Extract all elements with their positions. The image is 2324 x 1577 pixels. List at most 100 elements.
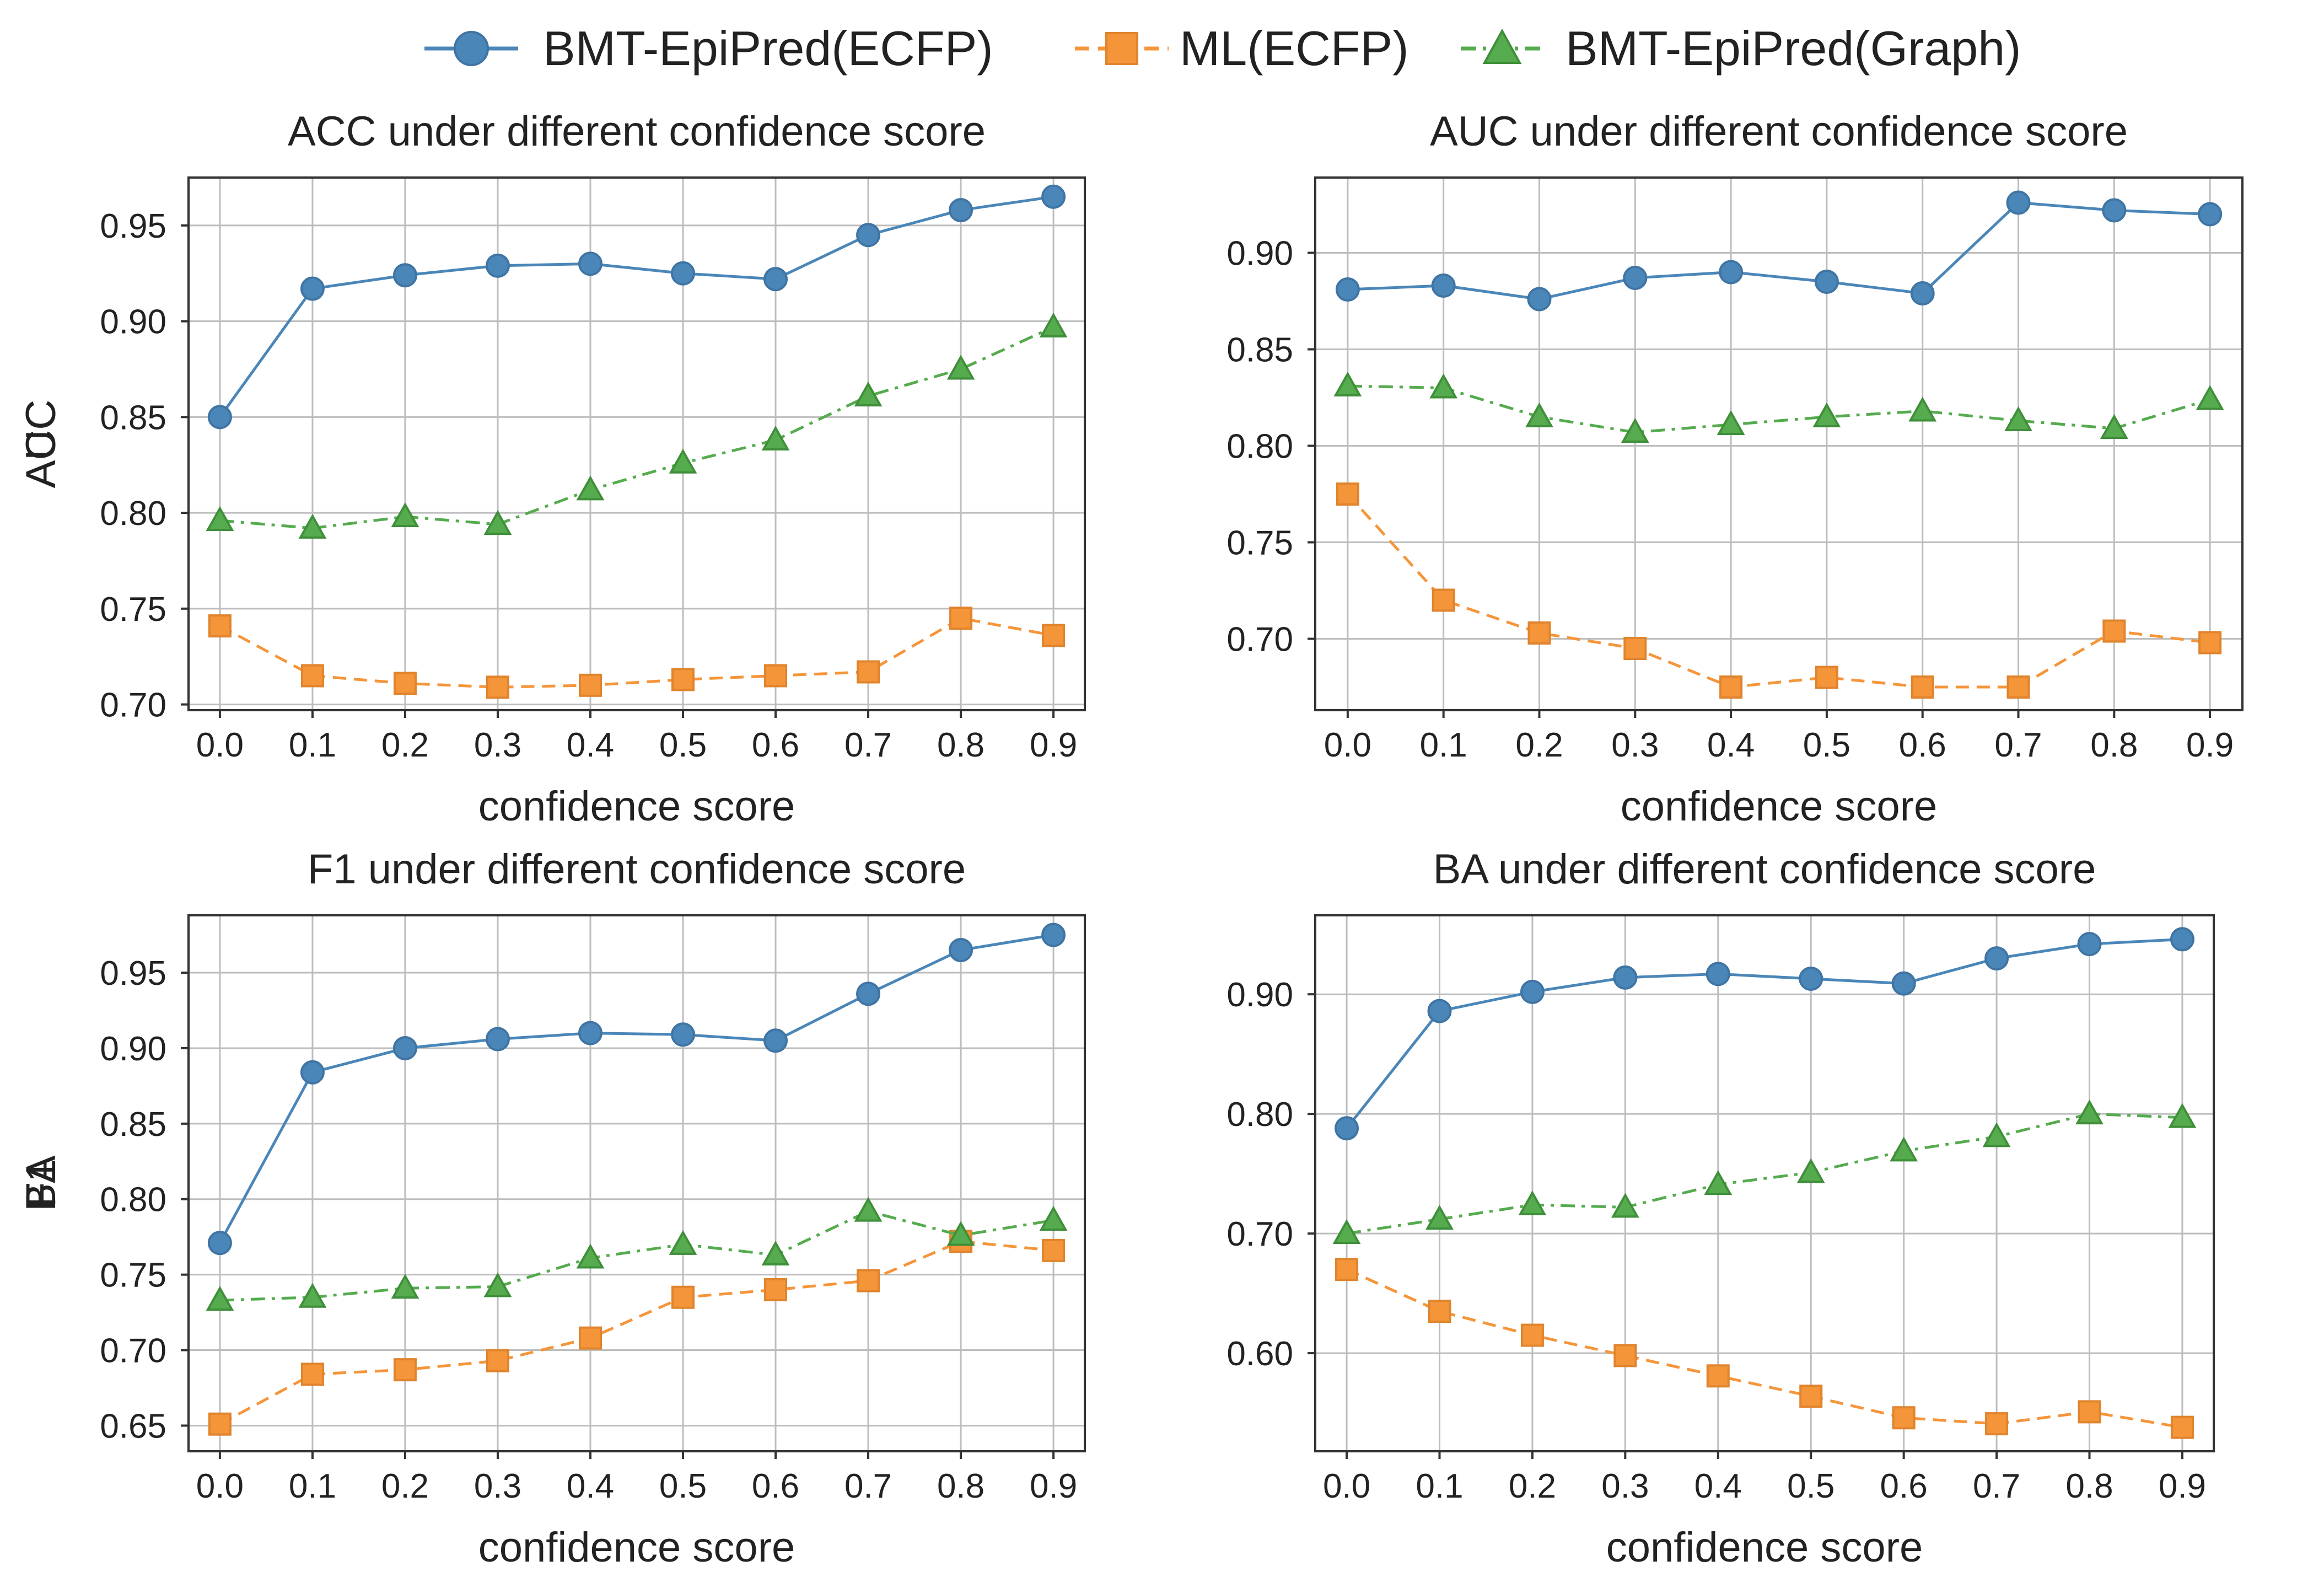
f1-y-tick-label: 0.75 [100,1257,166,1295]
acc-point-ml-ecfp [1042,624,1066,647]
ba-point-bmt-epipred-graph [1425,1205,1454,1230]
acc-point-ml-ecfp [857,660,880,684]
f1-y-tick-label: 0.95 [100,954,166,993]
ba-point-bmt-epipred-ecfp [2077,932,2102,957]
ba-point-bmt-epipred-ecfp [1613,965,1638,990]
ba-point-bmt-epipred-graph [1611,1193,1639,1218]
acc-y-axis-label: ACC [18,400,64,488]
f1-x-axis-label: confidence score [478,1524,795,1571]
f1-x-tick-label: 0.3 [474,1467,521,1505]
acc-point-bmt-epipred-graph [206,506,234,531]
auc-x-tick-label: 0.1 [1420,726,1467,764]
acc-point-bmt-epipred-ecfp [949,198,973,223]
f1-point-bmt-epipred-graph [391,1274,419,1299]
acc-point-bmt-epipred-graph [946,355,975,380]
legend-item-bmt-epipred-graph: BMT-EpiPred(Graph) [1461,21,2021,76]
f1-point-bmt-epipred-graph [946,1221,975,1246]
f1-point-bmt-epipred-ecfp [392,1036,417,1060]
ba-y-tick-label: 0.60 [1226,1335,1293,1373]
ba-chart-panel: 0.60 0.70 0.80 0.90 0.0 0.1 0.2 0.3 0.4 0.5 0.6 0.7… [18,846,2215,1571]
f1-y-tick-label: 0.85 [100,1106,166,1144]
f1-point-ml-ecfp [300,1363,324,1386]
f1-point-bmt-epipred-graph [483,1272,512,1297]
f1-y-tick-label: 0.90 [100,1030,166,1068]
ba-x-tick-label: 0.8 [2065,1467,2113,1505]
ba-point-bmt-epipred-ecfp [1706,962,1730,986]
ba-point-ml-ecfp [1428,1300,1451,1323]
ba-x-axis-label: confidence score [1606,1524,1923,1571]
ba-point-ml-ecfp [2078,1400,2101,1424]
auc-point-bmt-epipred-graph [2100,414,2128,439]
acc-point-bmt-epipred-ecfp [207,405,232,430]
acc-chart-panel: 0.70 0.75 0.80 0.85 0.90 0.95 0.0 0.1 0.2 0.3 0.4 0… [18,108,1086,830]
acc-point-ml-ecfp [949,607,973,630]
ba-x-tick-label: 0.1 [1416,1467,1463,1505]
legend-label-bmt-epipred-ecfp: BMT-EpiPred(ECFP) [543,21,993,76]
acc-point-bmt-epipred-ecfp [1041,184,1066,209]
auc-x-tick-label: 0.5 [1803,726,1850,764]
f1-x-tick-label: 0.8 [937,1467,985,1505]
auc-point-bmt-epipred-ecfp [1719,260,1744,285]
ba-point-bmt-epipred-ecfp [1891,971,1916,996]
f1-x-tick-label: 0.5 [659,1467,707,1505]
acc-x-tick-label: 0.7 [844,726,892,764]
acc-point-bmt-epipred-ecfp [763,267,788,292]
f1-point-bmt-epipred-ecfp [763,1028,788,1053]
ba-point-bmt-epipred-graph [2075,1099,2104,1125]
auc-point-bmt-epipred-ecfp [1335,277,1360,302]
ba-x-tick-label: 0.6 [1880,1467,1928,1505]
auc-series-line-ml-ecfp [1347,493,2210,689]
f1-point-ml-ecfp [208,1412,232,1436]
acc-x-tick-label: 0.5 [659,726,707,764]
auc-point-bmt-epipred-graph [1333,371,1362,396]
acc-y-tick-label: 0.70 [100,686,166,725]
acc-point-ml-ecfp [578,673,602,697]
acc-point-ml-ecfp [208,614,232,638]
auc-y-tick-label: 0.85 [1226,331,1293,369]
f1-point-bmt-epipred-ecfp [485,1027,510,1052]
acc-point-ml-ecfp [671,668,695,691]
ba-x-tick-label: 0.2 [1509,1467,1556,1505]
f1-y-tick-label: 0.70 [100,1332,166,1370]
f1-series-line-bmt-epipred-ecfp [218,934,1054,1244]
ba-point-bmt-epipred-ecfp [1799,966,1823,991]
auc-point-bmt-epipred-ecfp [2006,190,2031,215]
auc-point-ml-ecfp [2198,631,2222,655]
ba-y-tick-label: 0.70 [1226,1215,1293,1253]
auc-point-bmt-epipred-graph [1812,402,1841,427]
acc-point-bmt-epipred-graph [298,513,327,539]
f1-point-bmt-epipred-graph [854,1197,883,1222]
ba-x-tick-label: 0.9 [2159,1467,2206,1505]
ba-point-bmt-epipred-ecfp [1335,1116,1359,1141]
auc-point-bmt-epipred-graph [2196,385,2224,410]
ba-y-axis-label: BA [18,1155,64,1211]
f1-x-tick-label: 0.6 [752,1467,799,1505]
ba-point-ml-ecfp [1985,1412,2009,1436]
acc-point-bmt-epipred-graph [669,448,697,474]
auc-x-tick-label: 0.3 [1611,726,1659,764]
legend-label-bmt-epipred-graph: BMT-EpiPred(Graph) [1566,21,2021,76]
ba-x-tick-label: 0.7 [1973,1467,2020,1505]
f1-x-tick-label: 0.7 [844,1467,892,1505]
f1-x-tick-label: 0.2 [381,1467,429,1505]
auc-chart-panel: 0.700.750.800.850.900.0 0.1 0.2 0.3 0.4 0.5 0.… [18,108,2244,830]
auc-plot-frame [1314,176,2244,711]
auc-point-bmt-epipred-graph [1908,396,1937,422]
auc-x-tick-label: 0.2 [1515,726,1563,764]
acc-x-tick-label: 0.9 [1030,726,1077,764]
ba-series-line-bmt-epipred-ecfp [1346,937,2183,1129]
f1-point-bmt-epipred-ecfp [671,1022,696,1047]
acc-point-bmt-epipred-graph [391,502,419,528]
auc-point-bmt-epipred-graph [1621,417,1649,443]
auc-point-bmt-epipred-ecfp [1814,270,1839,294]
f1-point-bmt-epipred-graph [1039,1206,1068,1231]
auc-point-ml-ecfp [1432,588,1455,612]
auc-y-tick-label: 0.75 [1226,524,1293,562]
auc-point-bmt-epipred-graph [1525,402,1553,427]
auc-x-tick-label: 0.8 [2090,726,2138,764]
ba-point-ml-ecfp [1520,1323,1544,1347]
f1-point-ml-ecfp [393,1358,417,1382]
auc-x-tick-label: 0.9 [2186,726,2234,764]
acc-y-tick-label: 0.85 [100,399,166,437]
